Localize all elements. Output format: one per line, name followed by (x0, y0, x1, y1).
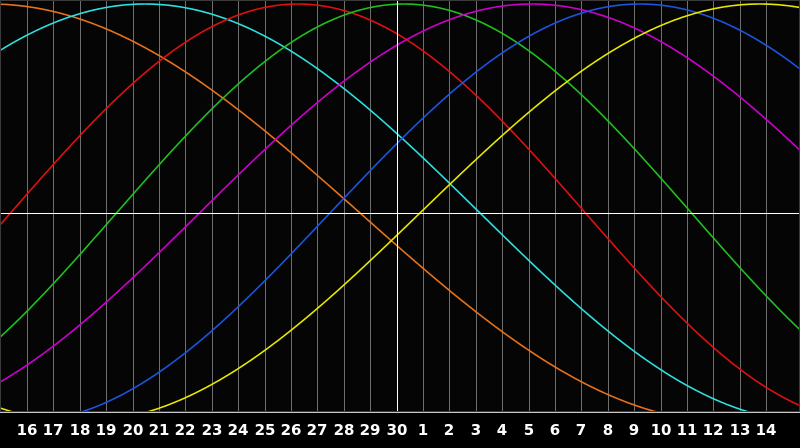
gridline (212, 0, 213, 412)
gridline (27, 0, 28, 412)
curve-blue (78, 3, 800, 412)
x-tick-label: 1 (417, 421, 429, 439)
gridline (449, 0, 450, 412)
x-tick-label: 19 (95, 421, 117, 439)
gridline (581, 0, 582, 412)
x-tick-label: 22 (174, 421, 196, 439)
gridline (423, 0, 424, 412)
gridline (185, 0, 186, 412)
x-tick-label: 27 (306, 421, 328, 439)
gridline (317, 0, 318, 412)
zero-axis-horizontal (0, 213, 800, 214)
x-tick-label: 6 (549, 421, 561, 439)
gridline (80, 0, 81, 412)
x-tick-label: 16 (16, 421, 38, 439)
curve-cyan (0, 3, 752, 412)
gridline (133, 0, 134, 412)
gridline (370, 0, 371, 412)
gridline (265, 0, 266, 412)
x-tick-label: 3 (470, 421, 482, 439)
gridline (713, 0, 714, 412)
x-tick-label: 10 (650, 421, 672, 439)
gridline (634, 0, 635, 412)
x-tick-label: 5 (523, 421, 535, 439)
gridline (344, 0, 345, 412)
x-tick-label: 24 (227, 421, 249, 439)
axis-vertical-marker (397, 0, 398, 412)
x-tick-label: 2 (443, 421, 455, 439)
gridline (766, 0, 767, 412)
x-tick-label: 29 (359, 421, 381, 439)
x-axis: 16 17 18 19 20 21 22 23 24 25 26 27 28 29 30 1 2 3 4 5 6 7 8 9 1… (0, 412, 800, 448)
gridline (238, 0, 239, 412)
x-tick-label: 26 (280, 421, 302, 439)
plot-area (0, 0, 800, 412)
x-tick-label: 4 (496, 421, 508, 439)
gridline (555, 0, 556, 412)
gridline (740, 0, 741, 412)
x-tick-label: 9 (628, 421, 640, 439)
gridline (291, 0, 292, 412)
gridline (529, 0, 530, 412)
x-tick-label: 7 (575, 421, 587, 439)
x-tick-label: 13 (729, 421, 751, 439)
x-axis-rule (0, 412, 800, 413)
curve-red (0, 3, 800, 407)
gridline (608, 0, 609, 412)
curve-orange (0, 3, 660, 412)
curve-layer (0, 3, 800, 412)
gridline (159, 0, 160, 412)
x-tick-label: 25 (254, 421, 276, 439)
x-tick-label: 17 (42, 421, 64, 439)
x-tick-label: 8 (602, 421, 614, 439)
x-tick-label: 21 (148, 421, 170, 439)
x-tick-label: 14 (755, 421, 777, 439)
x-tick-label: 18 (69, 421, 91, 439)
x-tick-label: 23 (201, 421, 223, 439)
x-tick-label: 12 (702, 421, 724, 439)
curve-green (0, 3, 800, 338)
gridline (106, 0, 107, 412)
curve-yellow (0, 3, 800, 412)
curve-magenta (0, 3, 800, 383)
x-tick-label: 30 (386, 421, 408, 439)
gridline (476, 0, 477, 412)
x-tick-label: 20 (122, 421, 144, 439)
gridline (53, 0, 54, 412)
gridline (687, 0, 688, 412)
gridline (502, 0, 503, 412)
gridline (661, 0, 662, 412)
x-tick-label: 11 (676, 421, 698, 439)
x-tick-label: 28 (333, 421, 355, 439)
